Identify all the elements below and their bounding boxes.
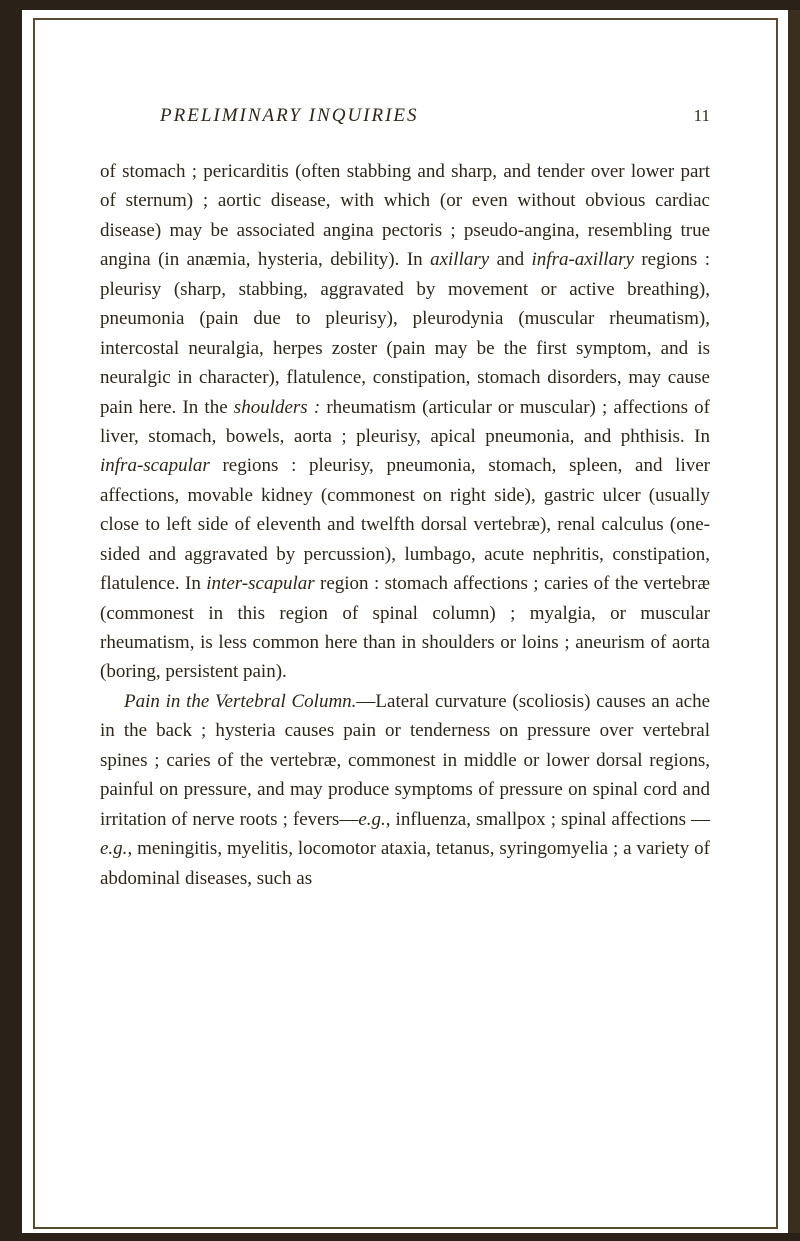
outer-border-bottom xyxy=(0,1233,800,1241)
inner-border-bottom xyxy=(33,1227,778,1229)
page-content: PRELIMINARY INQUIRIES 11 of stomach ; pe… xyxy=(100,105,710,893)
page-header: PRELIMINARY INQUIRIES 11 xyxy=(100,105,710,127)
header-title: PRELIMINARY INQUIRIES xyxy=(160,105,419,127)
outer-border-right xyxy=(788,0,800,1241)
page-number: 11 xyxy=(694,106,710,126)
inner-border-right xyxy=(776,18,778,1229)
inner-border-top xyxy=(33,18,778,20)
outer-border-left xyxy=(0,0,22,1241)
inner-border-left xyxy=(33,18,35,1229)
body-text: of stomach ; pericarditis (often stabbin… xyxy=(100,157,710,893)
paragraph-1: of stomach ; pericarditis (often stabbin… xyxy=(100,157,710,687)
paragraph-2: Pain in the Vertebral Column.—Lateral cu… xyxy=(100,687,710,893)
outer-border-top xyxy=(0,0,800,10)
